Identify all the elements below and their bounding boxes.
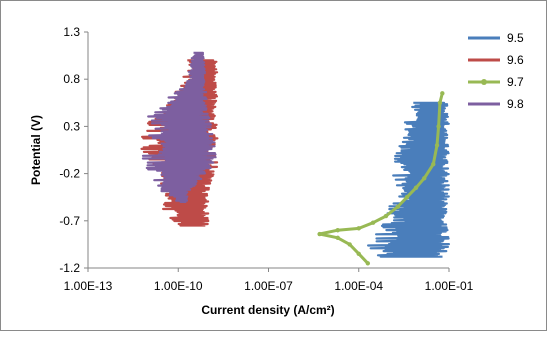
- data-point: [422, 176, 427, 181]
- data-point: [317, 231, 322, 237]
- data-point: [436, 124, 441, 129]
- data-point: [347, 242, 352, 247]
- data-point: [437, 100, 443, 106]
- data-point: [370, 220, 376, 225]
- legend-item-9-7: 9.7: [468, 75, 524, 89]
- legend-item-9-6: 9.6: [468, 53, 524, 67]
- data-point: [335, 228, 340, 233]
- series-layer: [140, 51, 450, 266]
- y-tick-label: 1.3: [63, 25, 80, 39]
- x-tick-label: 1.00E-01: [425, 279, 474, 293]
- data-point: [431, 161, 436, 167]
- x-axis-title: Current density (A/cm²): [201, 303, 334, 317]
- data-point: [395, 204, 401, 209]
- series-9-8: [141, 51, 217, 203]
- legend-item-9-8: 9.8: [468, 97, 524, 111]
- legend-label: 9.8: [507, 97, 524, 111]
- data-point: [335, 235, 340, 240]
- y-tick-label: -0.7: [59, 214, 80, 228]
- x-tick-label: 1.00E-04: [334, 279, 383, 293]
- x-tick-label: 1.00E-10: [154, 279, 203, 293]
- data-point: [356, 251, 361, 257]
- y-tick-label: 0.3: [63, 119, 80, 133]
- y-axis-title: Potential (V): [29, 115, 43, 185]
- data-point: [356, 226, 361, 231]
- series-9-7: [317, 91, 445, 266]
- y-tick-label: -1.2: [59, 261, 80, 275]
- series-trace: [141, 51, 217, 203]
- data-point: [434, 143, 440, 148]
- x-tick-label: 1.00E-07: [244, 279, 293, 293]
- data-point: [383, 213, 389, 219]
- legend-label: 9.7: [507, 75, 524, 89]
- legend-label: 9.6: [507, 53, 524, 67]
- legend-marker: [481, 79, 487, 85]
- tick-layer: 1.3 0.8 0.3 -0.2 -0.7 -1.2 1.00E-13 1.00E-10 1.0…: [59, 25, 473, 293]
- data-point: [440, 91, 445, 96]
- x-tick-label: 1.00E-13: [64, 279, 113, 293]
- data-point: [365, 261, 371, 266]
- y-tick-label: 0.8: [63, 72, 80, 86]
- legend: 9.5 9.6 9.7 9.8: [468, 31, 524, 111]
- series-line: [318, 93, 444, 265]
- data-point: [404, 195, 410, 200]
- legend-item-9-5: 9.5: [468, 31, 524, 45]
- data-point: [413, 185, 419, 190]
- legend-label: 9.5: [507, 31, 524, 45]
- y-tick-label: -0.2: [59, 167, 80, 181]
